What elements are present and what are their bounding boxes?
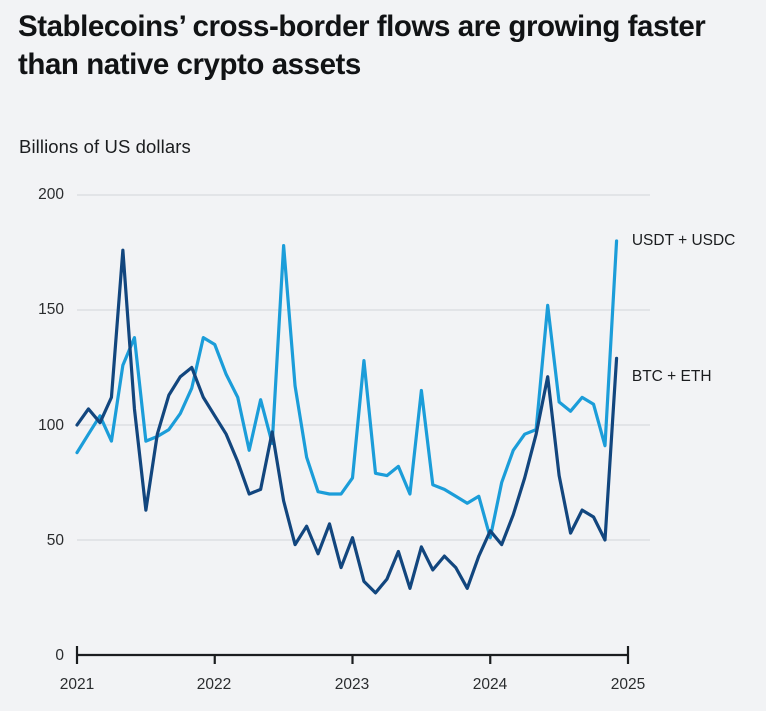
x-tick-label-2025: 2025 xyxy=(610,676,646,693)
x-tick-label-2024: 2024 xyxy=(472,676,508,693)
y-tick-label-150: 150 xyxy=(38,301,64,318)
series-label-btc-eth: BTC + ETH xyxy=(631,367,712,385)
chart-subtitle: Billions of US dollars xyxy=(19,136,191,157)
y-tick-label-0: 0 xyxy=(55,647,64,664)
y-tick-label-200: 200 xyxy=(38,186,64,203)
series-label-usdt-usdc: USDT + USDC xyxy=(631,232,736,249)
y-tick-label-50: 50 xyxy=(46,532,64,549)
x-tick-label-2023: 2023 xyxy=(334,676,370,693)
y-tick-label-100: 100 xyxy=(38,417,64,434)
x-tick-label-2022: 2022 xyxy=(196,676,232,693)
page-title: Stablecoins’ cross-border flows are grow… xyxy=(18,10,706,82)
x-tick-label-2021: 2021 xyxy=(59,676,95,693)
